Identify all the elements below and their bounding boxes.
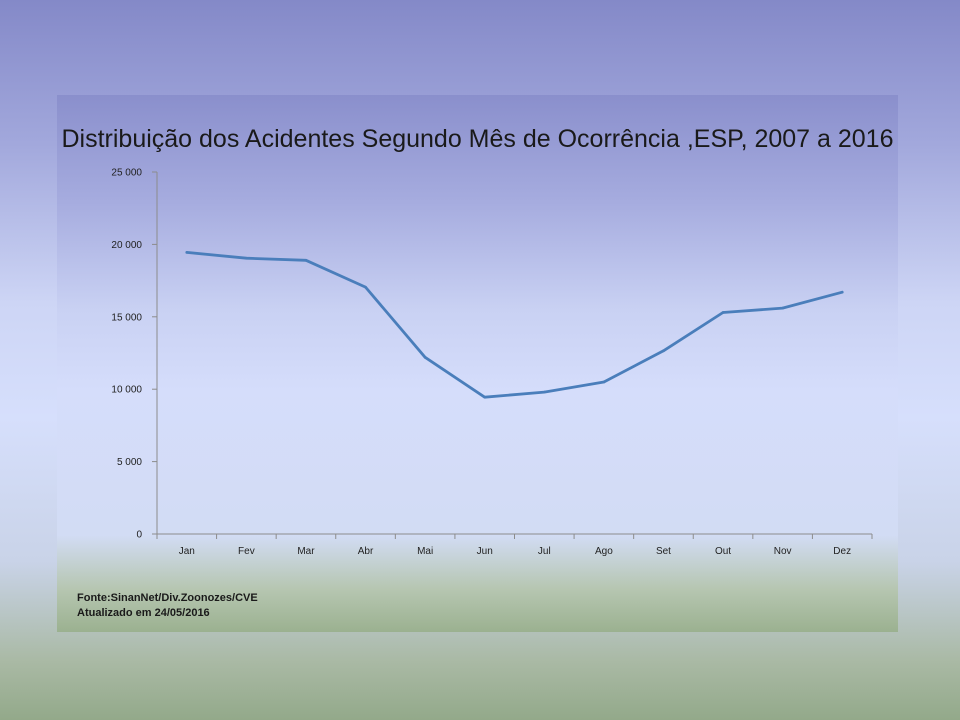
data-point bbox=[721, 311, 725, 314]
x-tick-label: Fev bbox=[238, 546, 255, 557]
x-tick-label: Nov bbox=[774, 546, 792, 557]
data-point bbox=[423, 356, 427, 359]
updated-line: Atualizado em 24/05/2016 bbox=[77, 607, 210, 619]
y-tick-label: 15 000 bbox=[111, 312, 142, 323]
x-tick-label: Jan bbox=[179, 546, 195, 557]
y-tick-label: 5 000 bbox=[117, 457, 142, 468]
source-line: Fonte:SinanNet/Div.Zoonozes/CVE bbox=[77, 592, 258, 604]
data-point bbox=[781, 306, 784, 310]
series-line bbox=[185, 250, 844, 399]
x-tick-label: Set bbox=[656, 546, 671, 557]
data-point bbox=[542, 390, 546, 394]
data-point bbox=[602, 380, 606, 384]
chart-panel: Distribuição dos Acidentes Segundo Mês d… bbox=[57, 95, 898, 632]
x-tick-label: Out bbox=[715, 546, 731, 557]
x-tick-label: Mai bbox=[417, 546, 433, 557]
data-point bbox=[304, 259, 308, 262]
chart-title: Distribuição dos Acidentes Segundo Mês d… bbox=[61, 125, 894, 153]
x-tick-label: Abr bbox=[358, 546, 374, 557]
y-tick-label: 10 000 bbox=[111, 385, 142, 396]
series-group bbox=[185, 250, 844, 399]
y-tick-label: 0 bbox=[136, 530, 142, 541]
y-axis-ticks: 0 5 000 10 000 15 000 20 000 25 000 bbox=[111, 168, 157, 541]
x-tick-label: Jun bbox=[477, 546, 493, 557]
data-point bbox=[185, 251, 189, 254]
data-point bbox=[662, 349, 665, 353]
x-tick-label: Mar bbox=[297, 546, 315, 557]
chart-axes bbox=[156, 172, 872, 535]
y-tick-label: 25 000 bbox=[111, 168, 142, 179]
x-tick-label: Ago bbox=[595, 546, 613, 557]
data-point bbox=[245, 256, 248, 260]
data-point bbox=[364, 285, 367, 289]
x-tick-label: Jul bbox=[538, 546, 551, 557]
data-point bbox=[840, 290, 844, 294]
x-axis-ticks: Jan Fev Mar Abr Mai Jun Jul Ago Set Out Nov Dez bbox=[156, 534, 873, 557]
y-tick-label: 20 000 bbox=[111, 240, 142, 251]
x-tick-label: Dez bbox=[833, 546, 851, 557]
data-point bbox=[483, 395, 487, 399]
source-note: Fonte:SinanNet/Div.Zoonozes/CVE Atualiza… bbox=[77, 591, 258, 621]
line-chart: 0 5 000 10 000 15 000 20 000 25 000 Jan Fev Mar… bbox=[111, 168, 873, 557]
